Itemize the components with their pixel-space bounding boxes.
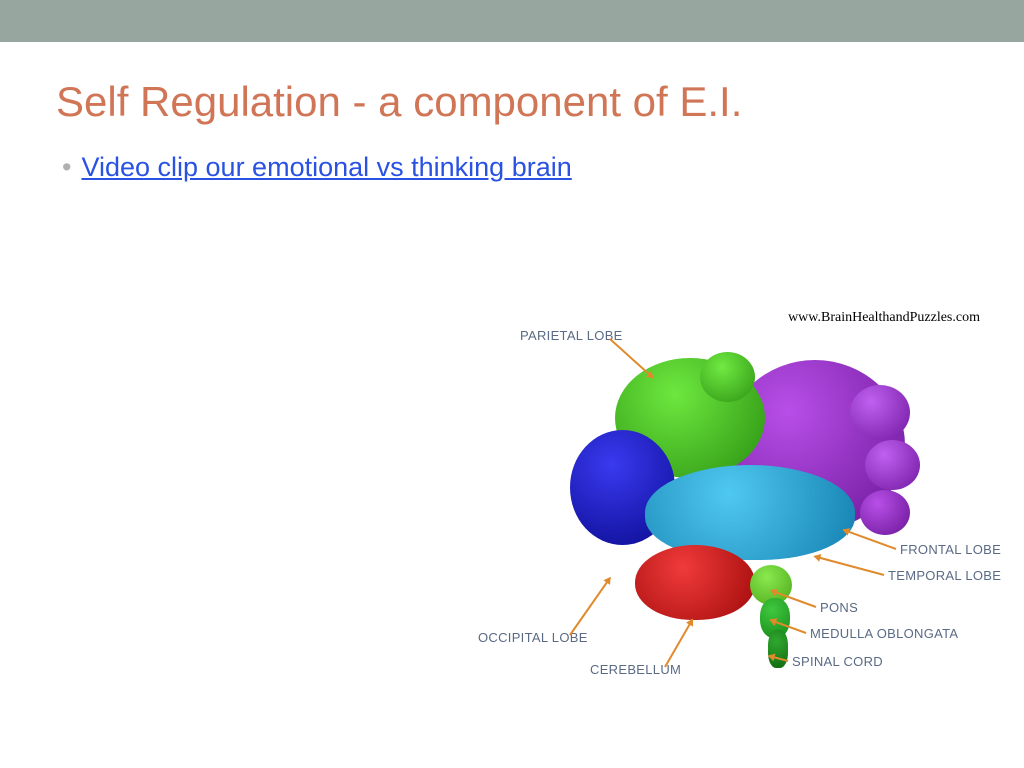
brain-diagram: www.BrainHealthandPuzzles.com PARIETAL L… — [440, 310, 1000, 730]
spinal-cord — [768, 630, 788, 668]
video-link[interactable]: Video clip our emotional vs thinking bra… — [81, 152, 571, 183]
frontal-lobe-bump2 — [865, 440, 920, 490]
slide-title: Self Regulation - a component of E.I. — [56, 78, 968, 126]
slide-content: Self Regulation - a component of E.I. • … — [0, 42, 1024, 183]
parietal-bump — [700, 352, 755, 402]
cerebellum — [635, 545, 755, 620]
label-temporal: TEMPORAL LOBE — [888, 568, 1001, 583]
top-accent-bar — [0, 0, 1024, 42]
source-attribution: www.BrainHealthandPuzzles.com — [788, 310, 980, 326]
bullet-dot: • — [62, 152, 71, 183]
label-parietal: PARIETAL LOBE — [520, 328, 623, 343]
bullet-item: • Video clip our emotional vs thinking b… — [62, 152, 968, 183]
label-spinal: SPINAL CORD — [792, 654, 883, 669]
frontal-lobe-bump1 — [850, 385, 910, 440]
label-frontal: FRONTAL LOBE — [900, 542, 1001, 557]
label-pons: PONS — [820, 600, 858, 615]
label-medulla: MEDULLA OBLONGATA — [810, 626, 958, 641]
frontal-lobe-bump3 — [860, 490, 910, 535]
